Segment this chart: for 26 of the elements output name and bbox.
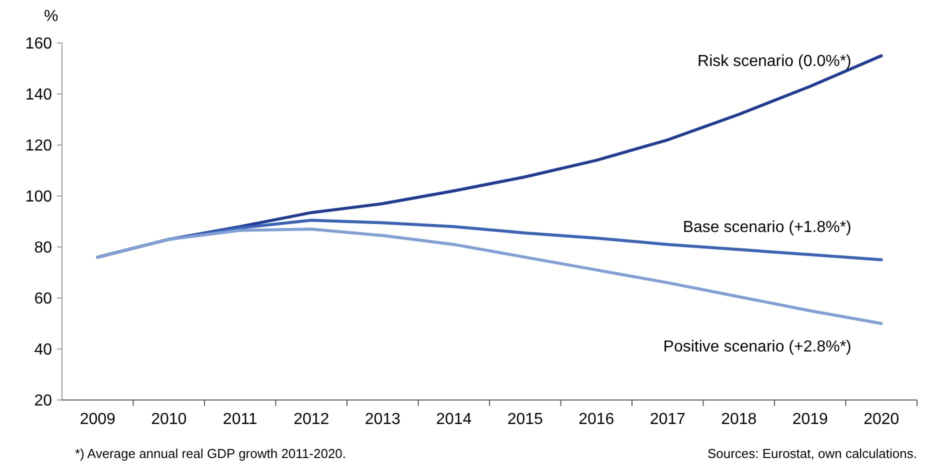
y-tick-label: 80 xyxy=(34,240,52,257)
y-tick-label: 20 xyxy=(34,392,52,410)
y-tick-label: 100 xyxy=(25,188,52,206)
x-tick-label: 2018 xyxy=(721,411,757,428)
x-tick-label: 2012 xyxy=(294,411,330,428)
y-tick-label: 120 xyxy=(25,138,52,155)
x-tick-label: 2009 xyxy=(80,411,116,428)
x-tick-label: 2014 xyxy=(436,411,472,428)
y-tick-label: 40 xyxy=(34,342,52,359)
y-tick-label: 140 xyxy=(25,86,52,104)
x-tick-label: 2015 xyxy=(507,411,544,428)
text: *) Average annual real GDP growth 2011-2020. xyxy=(75,446,346,461)
series-label: Positive scenario (+2.8%*) xyxy=(663,338,852,356)
x-tick-label: 2020 xyxy=(864,411,900,428)
y-axis-title: % xyxy=(44,8,58,25)
y-tick-label: 160 xyxy=(25,36,52,53)
source-note: Sources: Eurostat, own calculations. xyxy=(707,446,917,461)
x-tick-label: 2016 xyxy=(578,411,614,428)
x-tick-label: 2011 xyxy=(222,411,258,428)
x-tick-label: 2017 xyxy=(650,411,686,428)
x-tick-label: 2010 xyxy=(151,411,187,428)
y-tick-label: 60 xyxy=(34,290,52,308)
series-label: Risk scenario (0.0%*) xyxy=(698,52,852,70)
series-label: Base scenario (+1.8%*) xyxy=(682,218,852,236)
x-tick-label: 2019 xyxy=(792,411,828,428)
x-tick-label: 2013 xyxy=(364,411,401,428)
